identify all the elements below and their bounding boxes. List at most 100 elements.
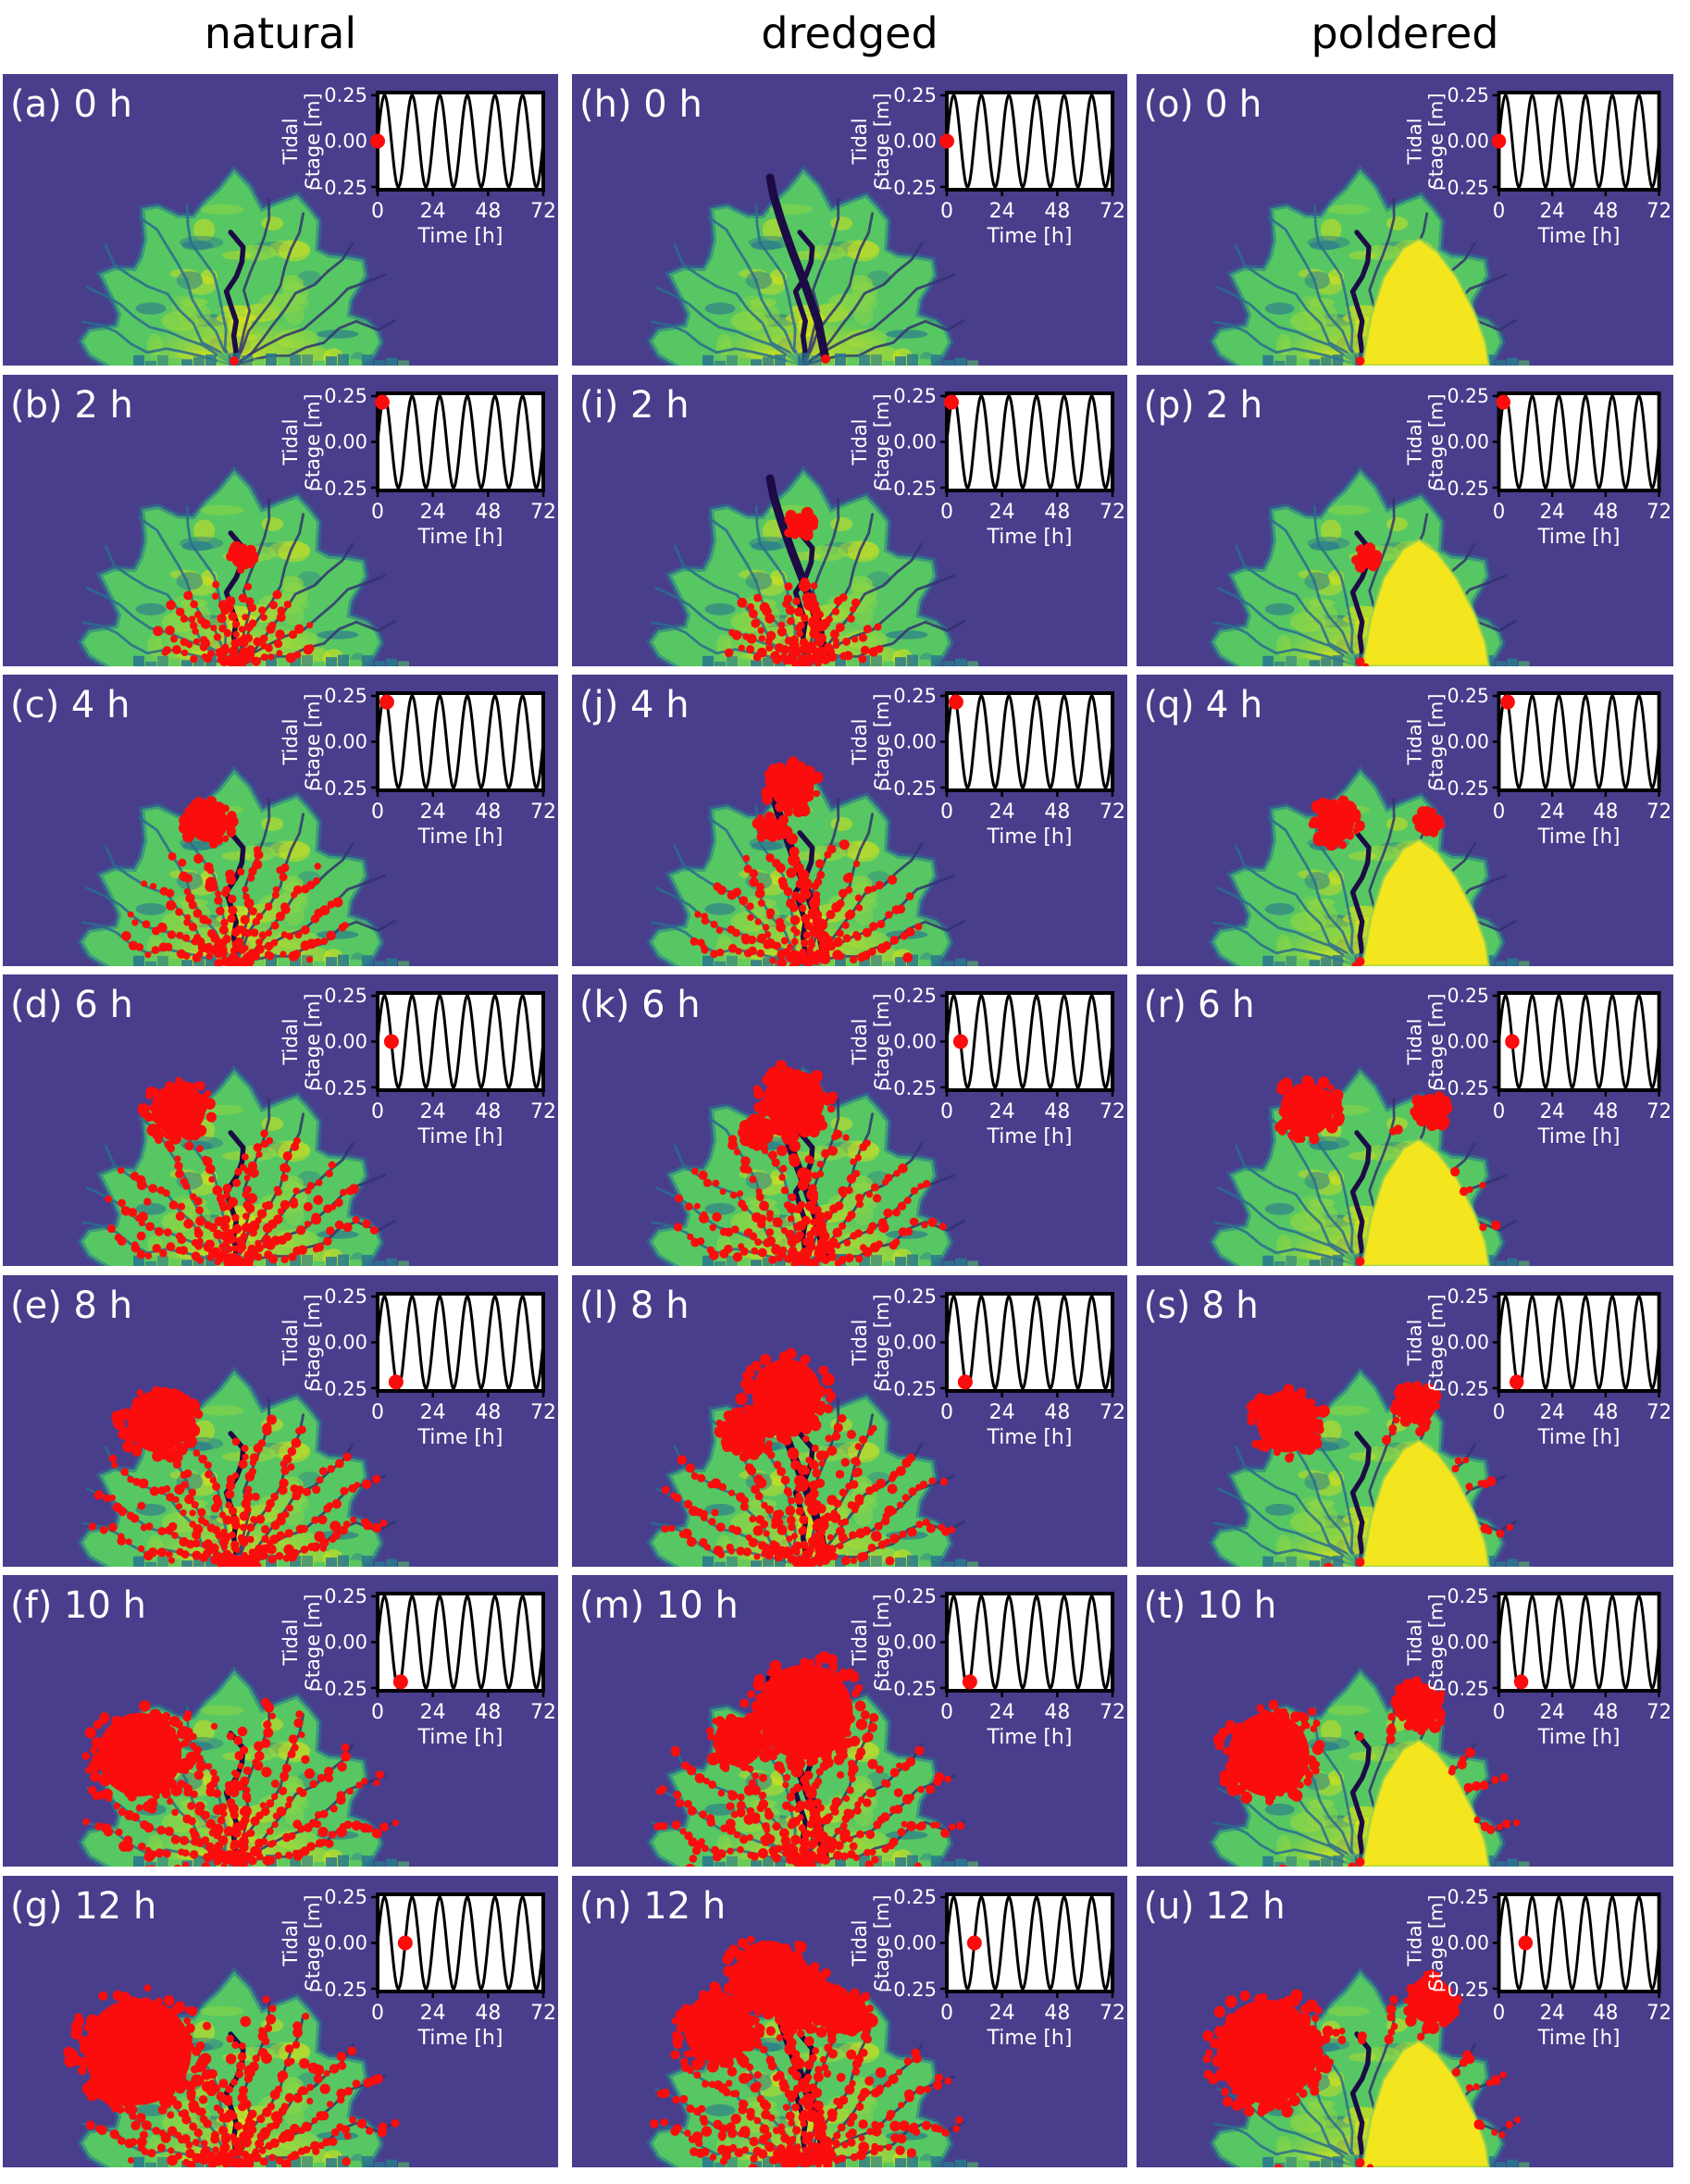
inset-yaxis-label-line1: Tidal <box>849 1619 871 1666</box>
inset-xtick-label: 24 <box>1540 1701 1565 1724</box>
inset-xtick-label: 48 <box>1593 501 1618 524</box>
inset-ytick-label: −0.25 <box>877 1378 937 1400</box>
inset-ytick-label: 0.00 <box>893 1332 937 1354</box>
inset-ytick-label: 0.25 <box>324 1585 367 1607</box>
tidal-stage-inset: 0.25 0.00 −0.250 24 48 72 Time [h] Tidal Stage [… <box>1404 1585 1671 1749</box>
inset-yaxis-label-line2: Stage [m] <box>302 1294 324 1390</box>
dye-layer <box>653 1651 965 1867</box>
inset-xtick-label: 48 <box>475 1401 501 1424</box>
inset-yaxis-label-line1: Tidal <box>1404 118 1426 165</box>
inset-ytick-label: −0.25 <box>877 1678 937 1700</box>
delta-map-poldered: 0.25 0.00 −0.250 24 48 72 Time [h] Tidal Stage [… <box>1137 1876 1673 2167</box>
inset-xtick-label: 0 <box>940 1401 953 1424</box>
inset-xaxis-label: Time [h] <box>987 1726 1073 1749</box>
delta-map-dredged: 0.25 0.00 −0.250 24 48 72 Time [h] Tidal Stage [… <box>572 74 1127 366</box>
inset-xtick-label: 24 <box>1540 501 1565 524</box>
panel-c: 0.25 0.00 −0.25 0 24 48 72 Time [h] Tidal Stage [… <box>3 675 558 966</box>
inset-xtick-label: 0 <box>371 1701 384 1724</box>
dye-layer <box>88 1385 388 1567</box>
inset-yaxis-label-line2: Stage [m] <box>302 93 324 189</box>
dye-source-dot <box>821 2156 830 2165</box>
inset-xtick-label: 48 <box>1044 1100 1070 1123</box>
inset-xaxis-label: Time [h] <box>417 1426 503 1449</box>
inset-xaxis-label: Time [h] <box>417 2027 503 2050</box>
inset-ytick-label: −0.25 <box>308 1979 367 2001</box>
polder-region <box>1361 1137 1491 1266</box>
inset-xtick-label: 48 <box>1044 200 1070 223</box>
inset-xtick-label: 72 <box>530 1701 556 1724</box>
inset-xaxis-label: Time [h] <box>1537 526 1621 549</box>
polder-region <box>1361 1738 1491 1867</box>
panel-label: (i) 2 h <box>579 384 690 427</box>
panel-label: (c) 4 h <box>10 684 130 726</box>
current-time-marker <box>392 1674 408 1690</box>
tide-curve <box>376 1595 545 1690</box>
inset-xtick-label: 0 <box>1493 200 1506 223</box>
tide-curve <box>376 93 545 189</box>
dye-source-dot <box>230 1557 239 1567</box>
inset-yaxis-label-line1: Tidal <box>1404 1919 1426 1967</box>
panel-h: 0.25 0.00 −0.25 0 24 48 72 Time [h] Tidal Stage [… <box>572 74 1127 366</box>
inset-ytick-label: 0.25 <box>1448 1585 1489 1607</box>
inset-xaxis-label: Time [h] <box>1537 2027 1621 2050</box>
inset-xtick-label: 72 <box>530 2002 556 2025</box>
panel-i: 0.25 0.00 −0.25 0 24 48 72 Time [h] Tidal Stage [… <box>572 375 1127 666</box>
dye-layer <box>105 1076 379 1266</box>
inset-xtick-label: 48 <box>475 1100 501 1123</box>
current-time-marker <box>1491 133 1507 149</box>
dye-source-dot <box>1355 1557 1365 1567</box>
inset-xtick-label: 48 <box>1593 800 1618 824</box>
inset-xtick-label: 24 <box>989 1100 1015 1123</box>
inset-xaxis-label: Time [h] <box>987 2027 1073 2050</box>
dye-layer <box>121 796 349 966</box>
inset-xtick-label: 48 <box>1044 1401 1070 1424</box>
inset-ytick-label: 0.25 <box>893 685 937 707</box>
inset-ytick-label: 0.25 <box>324 84 367 106</box>
inset-ytick-label: −0.25 <box>1432 777 1489 800</box>
delta-map-dredged: 0.25 0.00 −0.250 24 48 72 Time [h] Tidal Stage [… <box>572 675 1127 966</box>
delta-map-natural: 0.25 0.00 −0.250 24 48 72 Time [h] Tidal Stage [… <box>3 1876 558 2167</box>
delta-map-poldered: 0.25 0.00 −0.250 24 48 72 Time [h] Tidal Stage [… <box>1137 974 1673 1266</box>
panel-r: 0.25 0.00 −0.25 0 24 48 72 Time [h] Tidal Stage [… <box>1137 974 1673 1266</box>
current-time-marker <box>957 1374 973 1390</box>
shoreline-strip <box>690 353 978 366</box>
inset-xtick-label: 24 <box>989 1701 1015 1724</box>
inset-yaxis-label-line2: Stage [m] <box>302 693 324 789</box>
panel-j: 0.25 0.00 −0.25 0 24 48 72 Time [h] Tidal Stage [… <box>572 675 1127 966</box>
inset-xtick-label: 72 <box>530 800 556 824</box>
inset-xtick-label: 0 <box>940 2002 953 2025</box>
dredged-channel <box>765 173 830 364</box>
inset-xtick-label: 24 <box>420 501 446 524</box>
inset-xtick-label: 72 <box>1647 2002 1671 2025</box>
inset-xtick-label: 0 <box>371 2002 384 2025</box>
inset-xtick-label: 24 <box>420 1401 446 1424</box>
panel-q: 0.25 0.00 −0.25 0 24 48 72 Time [h] Tidal Stage [… <box>1137 675 1673 966</box>
current-time-marker <box>388 1374 404 1390</box>
panel-label: (g) 12 h <box>10 1885 156 1928</box>
dye-source-dot <box>821 354 830 364</box>
inset-xtick-label: 72 <box>530 1401 556 1424</box>
panel-b: 0.25 0.00 −0.25 0 24 48 72 Time [h] Tidal Stage [… <box>3 375 558 666</box>
inset-yaxis-label-line2: Stage [m] <box>302 993 324 1089</box>
inset-yaxis-label-line2: Stage [m] <box>302 1894 324 1991</box>
tide-curve <box>1497 694 1660 789</box>
inset-xtick-label: 0 <box>1493 1701 1506 1724</box>
inset-yaxis-label-line1: Tidal <box>849 1919 871 1967</box>
delta-map-poldered: 0.25 0.00 −0.250 24 48 72 Time [h] Tidal Stage [… <box>1137 74 1673 366</box>
shoreline-strip <box>690 1854 978 1867</box>
panel-label: (h) 0 h <box>579 83 702 126</box>
inset-yaxis-label-line2: Stage [m] <box>1425 993 1448 1089</box>
panel-label: (k) 6 h <box>579 984 701 1026</box>
inset-ytick-label: −0.25 <box>1432 177 1489 199</box>
inset-xtick-label: 48 <box>1593 200 1618 223</box>
polder-region <box>1361 1438 1491 1567</box>
inset-ytick-label: −0.25 <box>877 1979 937 2001</box>
inset-yaxis-label-line1: Tidal <box>280 418 302 465</box>
dye-layer <box>1355 356 1365 366</box>
inset-ytick-label: 0.00 <box>1448 1931 1489 1954</box>
panel-f: 0.25 0.00 −0.25 0 24 48 72 Time [h] Tidal Stage [… <box>3 1575 558 1867</box>
inset-yaxis-label-line2: Stage [m] <box>1425 393 1448 490</box>
inset-xtick-label: 0 <box>1493 800 1506 824</box>
delta-map-natural: 0.25 0.00 −0.250 24 48 72 Time [h] Tidal Stage [… <box>3 675 558 966</box>
